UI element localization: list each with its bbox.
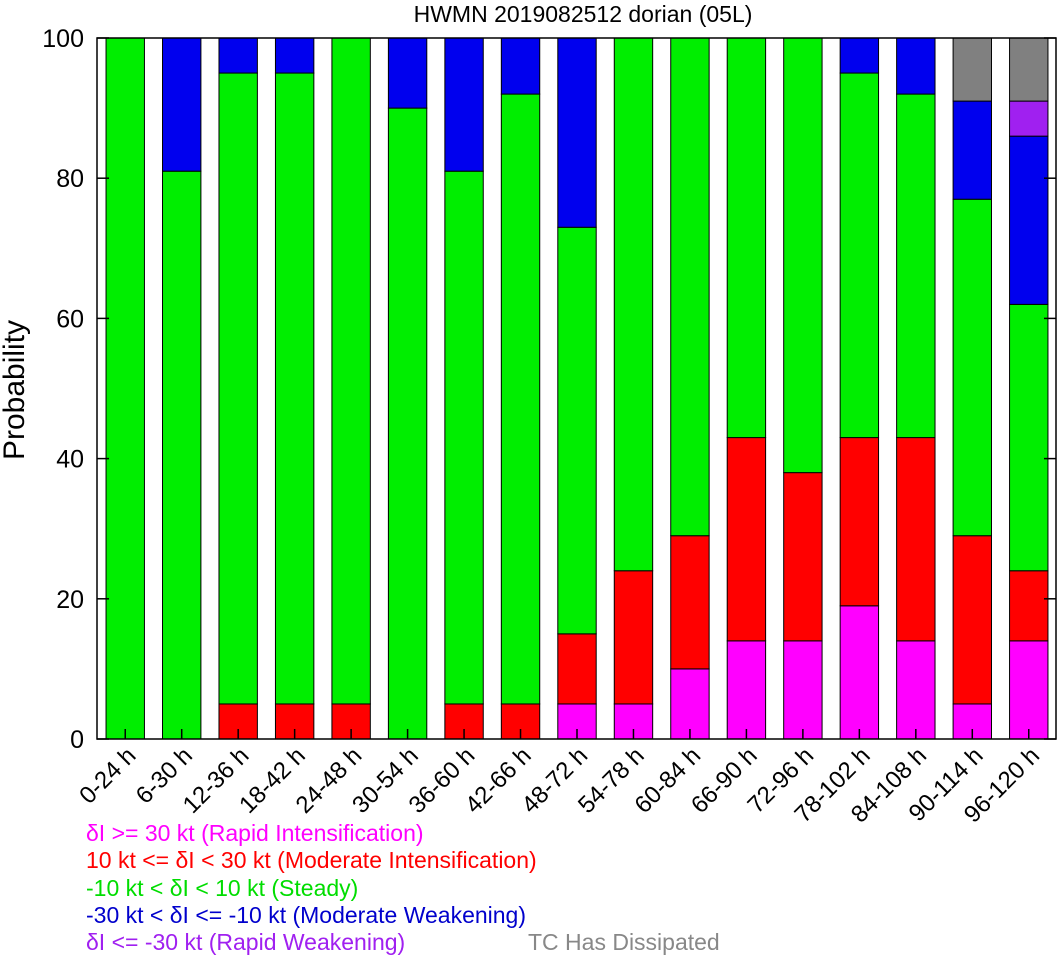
legend-item-steady: -10 kt < δI < 10 kt (Steady): [86, 874, 359, 901]
bar-segment-mi: [726, 437, 767, 642]
bar-segment-steady: [726, 37, 767, 439]
bar-segment-steady: [331, 37, 371, 705]
bar-segment-dissipated: [1009, 37, 1049, 102]
bar-segment-rw: [1009, 100, 1049, 137]
bar-segment-ri: [839, 605, 880, 740]
bar-segment-mw: [839, 37, 880, 74]
bar-segment-mi: [896, 437, 936, 642]
legend-item-rapid-intensification: δI >= 30 kt (Rapid Intensification): [86, 820, 424, 846]
bar-segment-mw: [1009, 135, 1049, 305]
bar-segment-steady: [896, 93, 936, 439]
bar-segment-ri: [726, 640, 767, 740]
bar-segment-steady: [952, 198, 992, 537]
bar-segment-mw: [557, 37, 597, 228]
y-tick-label: 20: [56, 586, 84, 614]
bar-segment-steady: [500, 93, 541, 705]
legend-item-dissipated: TC Has Dissipated: [528, 929, 720, 955]
bar-segment-mi: [783, 472, 823, 642]
bar-segment-mw: [500, 37, 541, 95]
bar-segment-steady: [218, 72, 258, 705]
bar-segment-mw: [162, 37, 202, 172]
bar-segment-steady: [444, 170, 484, 705]
bar-segment-mw: [387, 37, 428, 109]
legend-item-moderate-weakening: -30 kt < δI <= -10 kt (Moderate Weakenin…: [86, 901, 527, 928]
bar-segment-mi: [1009, 570, 1049, 642]
bar-segment-steady: [162, 170, 202, 740]
bar-segment-mw: [896, 37, 936, 95]
bar-segment-mi: [613, 570, 654, 705]
bar-segment-ri: [670, 668, 710, 740]
bar-segment-steady: [613, 37, 654, 572]
bar-segment-mw: [952, 100, 992, 200]
bar-segment-steady: [274, 72, 315, 705]
bar-segment-mi: [952, 535, 992, 705]
y-tick-label: 60: [56, 305, 84, 333]
bar-segment-mi: [670, 535, 710, 670]
y-tick-label: 100: [42, 25, 84, 53]
bar-segment-mw: [218, 37, 258, 74]
bar-segment-steady: [839, 72, 880, 439]
bar-segment-mw: [444, 37, 484, 172]
bar-segment-ri: [1009, 640, 1049, 740]
legend: δI >= 30 kt (Rapid Intensification) 10 k…: [86, 820, 537, 956]
bar-segment-steady: [387, 107, 428, 740]
bar-segment-ri: [783, 640, 823, 740]
y-tick-label: 80: [56, 165, 84, 193]
y-axis-label: Probability: [0, 320, 31, 460]
legend-item-rapid-weakening: δI <= -30 kt (Rapid Weakening): [86, 929, 406, 956]
y-tick-label: 40: [56, 446, 84, 474]
bar-segment-ri: [896, 640, 936, 740]
bar-segment-steady: [557, 226, 597, 635]
chart-title: HWMN 2019082512 dorian (05L): [414, 1, 753, 27]
legend-item-moderate-intensification: 10 kt <= δI < 30 kt (Moderate Intensific…: [86, 847, 537, 874]
bar-segment-mw: [274, 37, 315, 74]
bar-segment-mi: [839, 437, 880, 607]
x-tick-label: 0-24 h: [74, 742, 141, 809]
bar-segment-steady: [1009, 303, 1049, 572]
bar-segment-steady: [670, 37, 710, 537]
y-tick-label: 0: [70, 726, 84, 754]
bar-segment-dissipated: [952, 37, 992, 102]
bar-segment-steady: [105, 37, 145, 740]
bars-layer: [105, 37, 1049, 740]
bar-segment-steady: [783, 37, 823, 474]
bar-segment-mi: [557, 633, 597, 705]
